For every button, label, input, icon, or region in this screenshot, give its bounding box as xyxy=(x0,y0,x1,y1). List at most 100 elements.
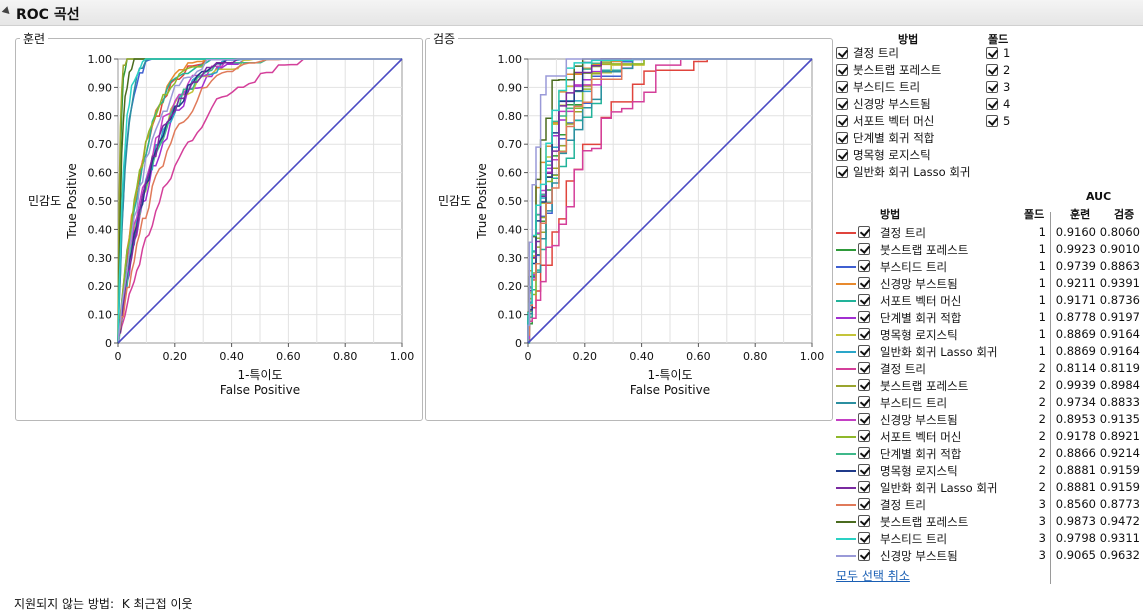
row-fold: 1 xyxy=(1038,276,1046,290)
fold-legend-label: 3 xyxy=(1003,79,1011,94)
checkbox[interactable] xyxy=(836,80,848,93)
checkbox[interactable] xyxy=(858,532,870,544)
series-swatch xyxy=(836,538,856,540)
row-valid-auc: 0.9159 xyxy=(1099,480,1140,494)
row-method: 단계별 회귀 적합 xyxy=(880,311,962,325)
checkbox[interactable] xyxy=(858,311,870,323)
method-legend-item[interactable]: 신경망 부스트됨 xyxy=(836,95,931,112)
training-roc-chart: 0 0.10 0.20 0.30 0.40 0.50 0.60 0.70 0.80 0.90 1.0… xyxy=(28,53,414,397)
row-fold: 1 xyxy=(1038,327,1046,341)
x-axis-sublabel: False Positive xyxy=(630,383,710,397)
checkbox[interactable] xyxy=(858,515,870,527)
row-fold: 3 xyxy=(1038,514,1046,528)
deselect-all-link[interactable]: 모두 선택 취소 xyxy=(836,569,910,583)
fold-legend-item[interactable]: 3 xyxy=(986,78,1010,95)
row-train-auc: 0.9939 xyxy=(1055,378,1096,392)
checkbox[interactable] xyxy=(858,294,870,306)
checkbox[interactable] xyxy=(986,97,998,110)
row-train-auc: 0.8869 xyxy=(1055,344,1096,358)
y-tick-label: 0.80 xyxy=(498,110,523,123)
report-title-bar: ROC 곡선 xyxy=(0,0,1143,26)
checkbox[interactable] xyxy=(836,148,848,161)
checkbox[interactable] xyxy=(986,80,998,93)
checkbox[interactable] xyxy=(836,165,848,178)
checkbox[interactable] xyxy=(858,549,870,561)
fold-legend-header: 폴드 xyxy=(988,33,1009,46)
checkbox[interactable] xyxy=(858,430,870,442)
y-tick-label: 0.50 xyxy=(498,195,523,208)
y-tick-label: 0.90 xyxy=(498,81,523,94)
row-valid-auc: 0.9214 xyxy=(1099,446,1140,460)
row-method: 붓스트랩 포레스트 xyxy=(880,379,969,393)
fold-legend-item[interactable]: 5 xyxy=(986,112,1010,129)
row-train-auc: 0.8869 xyxy=(1055,327,1096,341)
checkbox[interactable] xyxy=(986,63,998,76)
checkbox[interactable] xyxy=(858,413,870,425)
method-legend-item[interactable]: 붓스트랩 포레스트 xyxy=(836,61,941,78)
checkbox[interactable] xyxy=(858,260,870,272)
row-method: 단계별 회귀 적합 xyxy=(880,447,962,461)
series-swatch xyxy=(836,419,856,421)
auc-table-row: 신경망 부스트됨 3 0.9065 0.9632 xyxy=(834,547,1140,564)
row-valid-auc: 0.8773 xyxy=(1099,497,1140,511)
checkbox[interactable] xyxy=(836,131,848,144)
method-legend-item[interactable]: 일반화 회귀 Lasso 회귀 xyxy=(836,163,971,180)
x-tick-label: 0 xyxy=(525,350,532,363)
checkbox[interactable] xyxy=(858,447,870,459)
row-valid-auc: 0.9197 xyxy=(1099,310,1140,324)
checkbox[interactable] xyxy=(858,243,870,255)
checkbox[interactable] xyxy=(858,362,870,374)
checkbox[interactable] xyxy=(858,379,870,391)
diagonal-reference-line xyxy=(117,58,403,344)
x-tick-label: 0.20 xyxy=(163,350,188,363)
row-method: 서포트 벡터 머신 xyxy=(880,294,962,308)
col-valid-header: 검증 xyxy=(1114,208,1135,221)
y-tick-label: 0.50 xyxy=(88,195,113,208)
x-tick-label: 0.60 xyxy=(686,350,711,363)
method-legend-label: 부스티드 트리 xyxy=(853,79,921,94)
checkbox[interactable] xyxy=(858,226,870,238)
checkbox[interactable] xyxy=(836,114,848,127)
row-valid-auc: 0.9010 xyxy=(1099,242,1140,256)
row-fold: 2 xyxy=(1038,395,1046,409)
row-fold: 1 xyxy=(1038,293,1046,307)
checkbox[interactable] xyxy=(836,63,848,76)
checkbox[interactable] xyxy=(858,481,870,493)
series-swatch xyxy=(836,266,856,268)
checkbox[interactable] xyxy=(836,46,848,59)
col-method-header: 방법 xyxy=(880,208,901,221)
method-legend-header: 방법 xyxy=(898,33,919,46)
checkbox[interactable] xyxy=(858,464,870,476)
fold-legend-item[interactable]: 2 xyxy=(986,61,1010,78)
checkbox[interactable] xyxy=(858,498,870,510)
method-legend-item[interactable]: 부스티드 트리 xyxy=(836,78,920,95)
method-legend-item[interactable]: 명목형 로지스틱 xyxy=(836,146,931,163)
checkbox[interactable] xyxy=(858,396,870,408)
row-valid-auc: 0.9472 xyxy=(1099,514,1140,528)
row-train-auc: 0.9923 xyxy=(1055,242,1096,256)
method-legend-label: 신경망 부스트됨 xyxy=(853,96,931,111)
disclosure-triangle-icon[interactable] xyxy=(1,6,13,17)
checkbox[interactable] xyxy=(986,46,998,59)
method-legend-item[interactable]: 결정 트리 xyxy=(836,44,899,61)
fold-legend-item[interactable]: 4 xyxy=(986,95,1010,112)
method-legend-item[interactable]: 단계별 회귀 적합 xyxy=(836,129,934,146)
footer-label: 지원되지 않는 방법: xyxy=(14,597,114,611)
row-valid-auc: 0.8863 xyxy=(1099,259,1140,273)
row-fold: 2 xyxy=(1038,480,1046,494)
checkbox[interactable] xyxy=(858,277,870,289)
series-swatch xyxy=(836,300,856,302)
row-fold: 3 xyxy=(1038,531,1046,545)
fold-legend-item[interactable]: 1 xyxy=(986,44,1010,61)
checkbox[interactable] xyxy=(858,345,870,357)
y-tick-label: 0.10 xyxy=(88,309,113,322)
checkbox[interactable] xyxy=(858,328,870,340)
checkbox[interactable] xyxy=(836,97,848,110)
row-method: 붓스트랩 포레스트 xyxy=(880,243,969,257)
row-fold: 3 xyxy=(1038,548,1046,562)
checkbox[interactable] xyxy=(986,114,998,127)
method-legend-item[interactable]: 서포트 벡터 머신 xyxy=(836,112,934,129)
y-tick-label: 0.90 xyxy=(88,81,113,94)
row-method: 신경망 부스트됨 xyxy=(880,549,958,563)
auc-table-row: 일반화 회귀 Lasso 회귀 2 0.8881 0.9159 xyxy=(834,479,1140,496)
